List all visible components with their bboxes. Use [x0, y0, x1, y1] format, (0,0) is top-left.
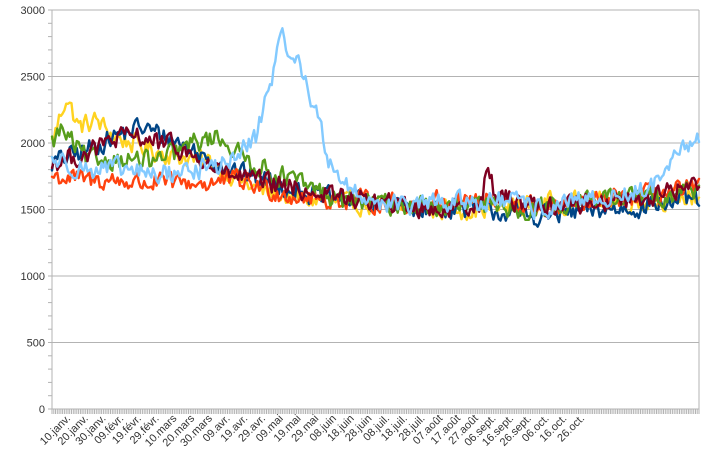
y-tick-label: 0	[39, 404, 45, 416]
y-tick-label: 3000	[21, 5, 45, 17]
y-axis-tick-labels: 0 500 1000 1500 2000 2500 3000	[21, 5, 45, 416]
y-tick-label: 2500	[21, 72, 45, 84]
y-tick-label: 2000	[21, 138, 45, 150]
y-tick-label: 500	[27, 338, 45, 350]
x-minor-ticks	[51, 409, 700, 414]
plot-area	[50, 27, 701, 228]
y-tick-label: 1000	[21, 271, 45, 283]
y-tick-label: 1500	[21, 205, 45, 217]
series-line-6	[50, 27, 701, 220]
x-axis-tick-labels: 10.janv.20.janv.30.janv.09.févr.19.févr.…	[38, 412, 587, 449]
x-axis-minor-ticks	[51, 409, 700, 414]
